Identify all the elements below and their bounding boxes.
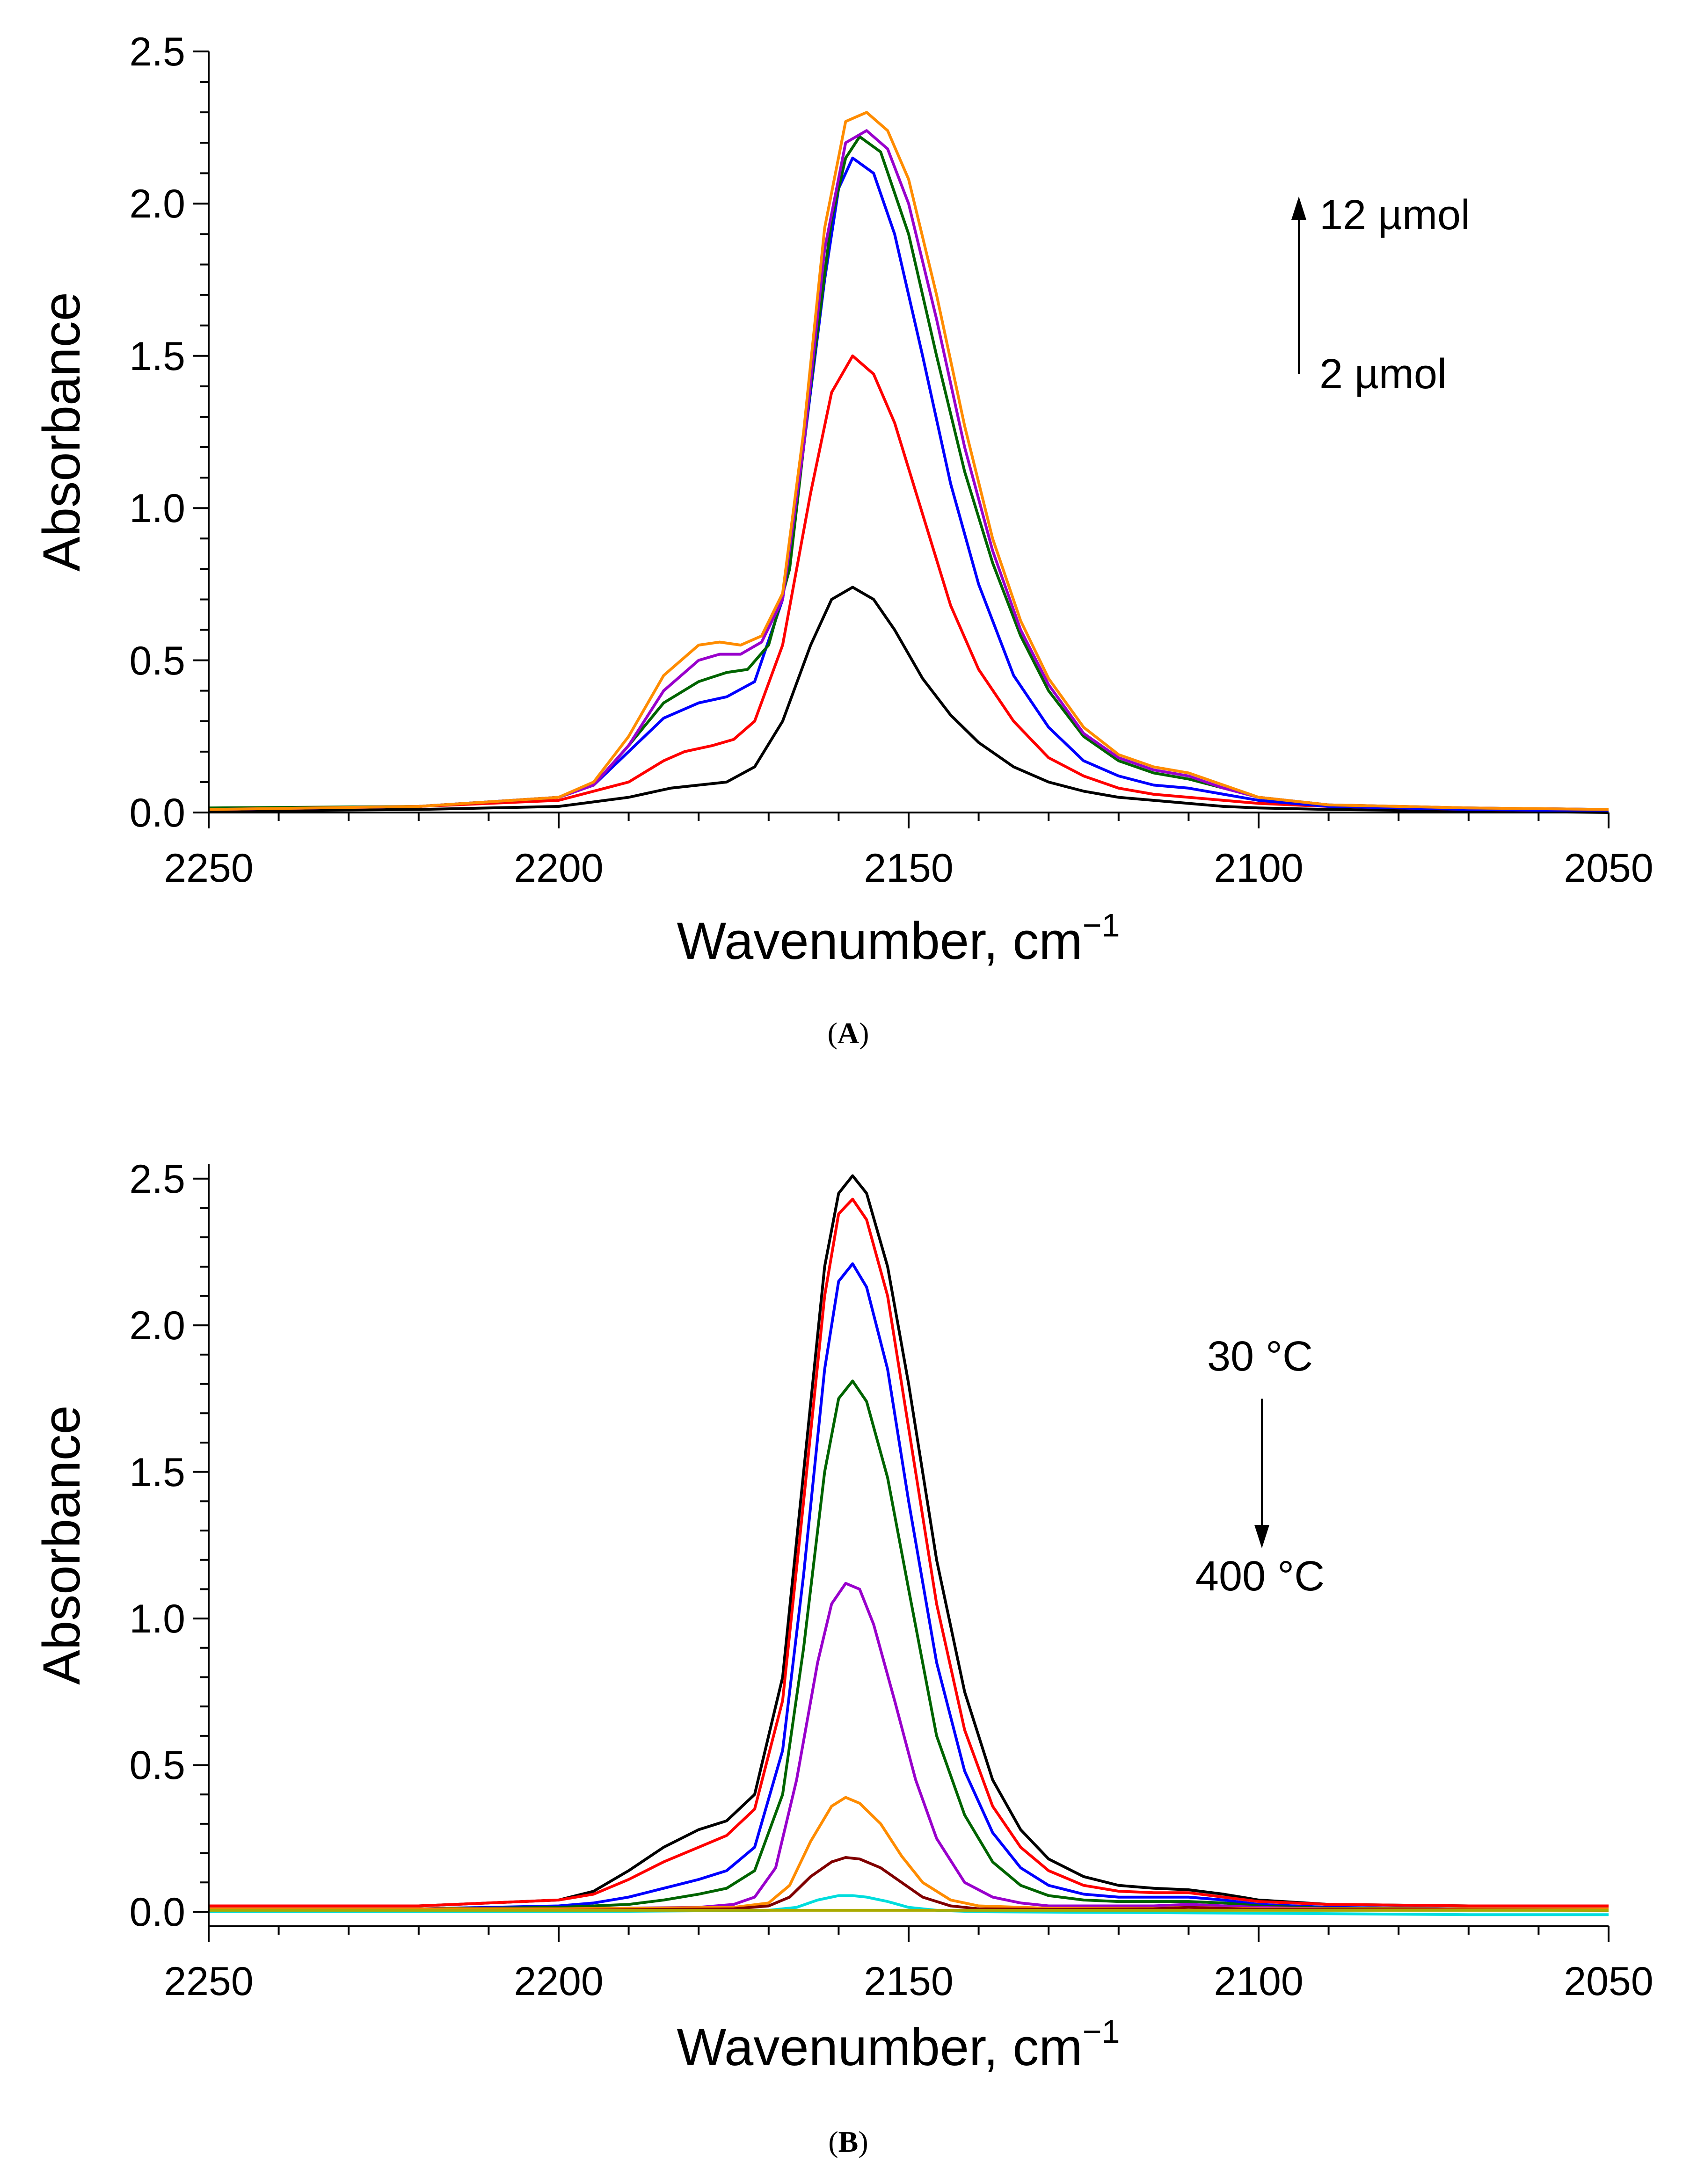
panel-b-x-axis-title: Wavenumber, cm−1 bbox=[677, 2013, 1120, 2076]
panel-b-series-blue bbox=[209, 1262, 1609, 1910]
panel-a-x-axis-title: Wavenumber, cm−1 bbox=[677, 907, 1120, 970]
panel-b-top-label: 30 °C bbox=[1207, 1333, 1313, 1380]
panel-b-series-group bbox=[209, 1174, 1609, 1916]
panel-a-ytick-label: 2.0 bbox=[129, 181, 185, 226]
panel-a-xtick-label: 2050 bbox=[1564, 846, 1653, 891]
panel-a-x-axis-title-sup: −1 bbox=[1083, 907, 1120, 943]
panel-a-ytick-label: 1.5 bbox=[129, 334, 185, 379]
panel-b-series-green bbox=[209, 1379, 1609, 1910]
panel-b-xtick-label: 2050 bbox=[1564, 1959, 1653, 2004]
panel-a-axes bbox=[208, 51, 1609, 813]
panel-a-series-group bbox=[208, 111, 1609, 814]
panel-b-caption: (B) bbox=[828, 2125, 868, 2158]
panel-a-series-black bbox=[208, 586, 1609, 814]
panel-b-xtick-label: 2150 bbox=[864, 1959, 953, 2004]
panel-a-series-green bbox=[208, 135, 1609, 811]
panel-b-ticks bbox=[193, 1177, 1610, 1942]
panel-a-series-blue bbox=[208, 156, 1609, 813]
panel-b-series-purple bbox=[209, 1582, 1609, 1910]
panel-b-axes bbox=[208, 1164, 1609, 1927]
chart-panel-a: 2250 2200 2150 2100 2050 0.0 0.5 1.0 1.5… bbox=[32, 29, 1653, 1050]
panel-b-xtick-label: 2100 bbox=[1214, 1959, 1303, 2004]
panel-b-xtick-label: 2250 bbox=[164, 1959, 253, 2004]
panel-a-bottom-label: 2 µmol bbox=[1319, 351, 1447, 398]
panel-b-series-red bbox=[209, 1197, 1609, 1908]
panel-a-ytick-label: 2.5 bbox=[129, 29, 185, 74]
panel-a-ytick-label: 0.0 bbox=[129, 791, 185, 835]
panel-a-series-red bbox=[208, 354, 1609, 813]
panel-b-ytick-label: 1.0 bbox=[129, 1596, 185, 1641]
panel-b-ytick-label: 2.0 bbox=[129, 1303, 185, 1348]
panel-b-ytick-label: 2.5 bbox=[129, 1157, 185, 1202]
panel-b-arrow-down-icon bbox=[1254, 1525, 1269, 1548]
panel-a-xtick-label: 2200 bbox=[514, 846, 603, 891]
panel-a-y-axis-title: Absorbance bbox=[32, 292, 91, 572]
panel-a-ytick-label: 1.0 bbox=[129, 486, 185, 531]
panel-b-ytick-label: 1.5 bbox=[129, 1450, 185, 1495]
panel-b-ytick-label: 0.5 bbox=[129, 1743, 185, 1788]
panel-a-series-purple bbox=[208, 129, 1609, 811]
panel-a-arrow-up-icon bbox=[1291, 196, 1306, 220]
chart-panel-b: 2250 2200 2150 2100 2050 0.0 0.5 1.0 1.5… bbox=[32, 1157, 1653, 2158]
panel-b-series-brown bbox=[209, 1856, 1609, 1912]
panel-a-caption: (A) bbox=[828, 1016, 869, 1050]
panel-b-bottom-label: 400 °C bbox=[1195, 1553, 1325, 1600]
panel-a-ticks bbox=[193, 51, 1610, 828]
panel-a-ytick-label: 0.5 bbox=[129, 639, 185, 683]
panel-a-xtick-label: 2250 bbox=[164, 846, 253, 891]
panel-a-series-orange bbox=[208, 111, 1609, 811]
panel-a-xtick-label: 2150 bbox=[864, 846, 953, 891]
panel-b-series-black bbox=[209, 1174, 1609, 1908]
panel-b-series-orange bbox=[209, 1796, 1609, 1910]
panel-a-xtick-label: 2100 bbox=[1214, 846, 1303, 891]
panel-b-y-axis-title: Absorbance bbox=[32, 1405, 91, 1685]
panel-a-top-label: 12 µmol bbox=[1319, 192, 1470, 239]
panel-b-ytick-label: 0.0 bbox=[129, 1890, 185, 1935]
panel-b-x-axis-title-sup: −1 bbox=[1083, 2013, 1120, 2050]
panel-b-xtick-label: 2200 bbox=[514, 1959, 603, 2004]
